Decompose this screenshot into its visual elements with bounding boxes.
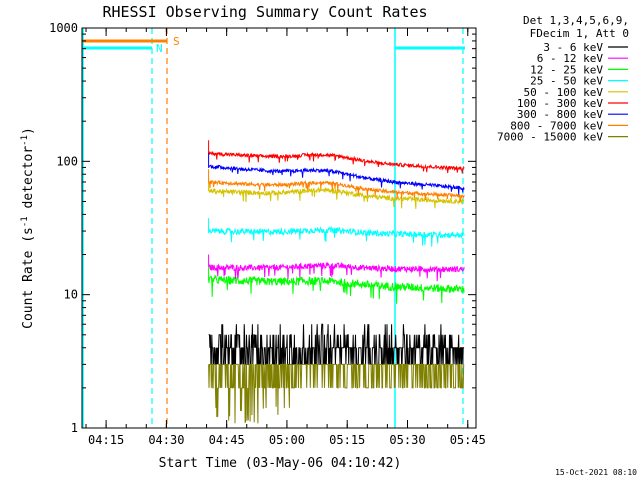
y-axis-label-sup1: -1 (20, 216, 30, 227)
legend-entry-7000-15000-keV-label: 7000 - 15000 keV (497, 131, 603, 144)
saa-label: S (173, 35, 180, 48)
x-tick-label: 05:30 (389, 433, 425, 447)
legend-entry-6-12-keV-label: 6 - 12 keV (537, 52, 604, 65)
plot-frame (81, 27, 477, 429)
x-axis: 04:15 04:30 04:45 05:00 05:15 05:30 05:45 (85, 28, 486, 447)
chart-title: RHESSI Observing Summary Count Rates (102, 3, 427, 21)
legend: Det 1,3,4,5,6,9, FDecim 1, Att 0 3 - 6 k… (497, 14, 629, 144)
series-12-25-keV-line (208, 266, 465, 304)
series-3-6-keV-line (208, 323, 465, 365)
series-group (208, 140, 465, 424)
series-300-800-keV-line (208, 153, 465, 195)
legend-entry-3-6-keV-label: 3 - 6 keV (543, 41, 603, 54)
x-tick-label: 04:45 (209, 433, 245, 447)
x-tick-label: 04:15 (88, 433, 124, 447)
y-tick-label: 100 (56, 154, 78, 168)
legend-entry-12-25-keV-label: 12 - 25 keV (530, 63, 603, 76)
legend-entry-300-800-keV-label: 300 - 800 keV (517, 108, 603, 121)
series-50-100-keV-line (208, 178, 465, 209)
y-axis-label-end: ) (21, 127, 36, 135)
legend-header-line1: Det 1,3,4,5,6,9, (523, 14, 629, 27)
y-tick-label: 10 (64, 288, 78, 302)
y-axis-label-mid: detector (21, 146, 36, 217)
series-800-7000-keV-line (208, 169, 465, 203)
legend-header-line2: FDecim 1, Att 0 (530, 27, 629, 40)
x-axis-label: Start Time (03-May-06 04:10:42) (159, 456, 402, 471)
x-tick-label: 05:45 (450, 433, 486, 447)
footer-timestamp: 15-Oct-2021 08:10 (555, 468, 637, 477)
legend-entry-800-7000-keV-label: 800 - 7000 keV (510, 119, 603, 132)
y-axis-label: Count Rate (s-1 detector-1) (20, 127, 36, 329)
y-tick-label: 1000 (49, 21, 78, 35)
y-axis-label-main: Count Rate (s (21, 227, 36, 329)
x-tick-label: 04:30 (148, 433, 184, 447)
x-tick-label: 05:00 (269, 433, 305, 447)
night-label: N (156, 42, 163, 55)
y-axis: 1 10 100 1000 (49, 21, 476, 435)
y-axis-label-sup2: -1 (20, 135, 30, 146)
y-tick-label: 1 (71, 421, 78, 435)
legend-entry-100-300-keV-label: 100 - 300 keV (517, 97, 603, 110)
legend-entry-50-100-keV-label: 50 - 100 keV (524, 86, 604, 99)
series-100-300-keV-line (208, 140, 465, 174)
series-6-12-keV-line (208, 254, 465, 282)
legend-entry-25-50-keV-label: 25 - 50 keV (530, 75, 603, 88)
series-25-50-keV-line (208, 218, 465, 247)
x-tick-label: 05:15 (329, 433, 365, 447)
series-7000-15000-keV-line (208, 363, 465, 424)
